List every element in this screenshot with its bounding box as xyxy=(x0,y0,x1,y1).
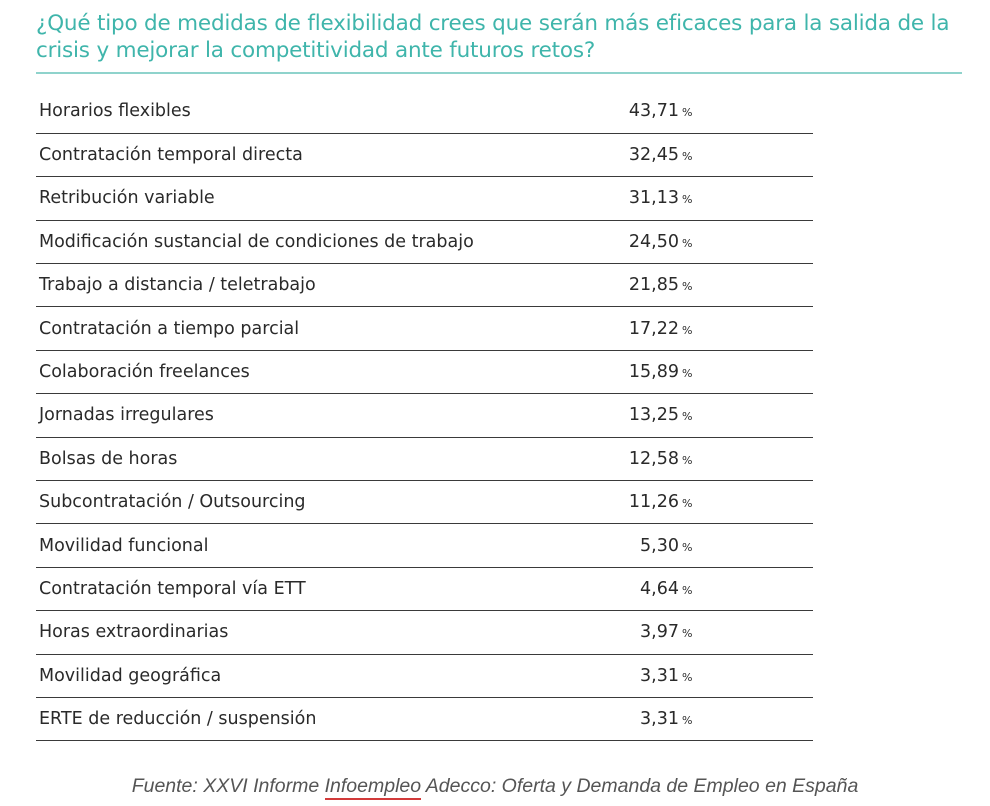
measure-value-cell: 13,25% xyxy=(613,393,813,438)
table-row: Retribución variable 31,13% xyxy=(36,176,813,221)
measure-label: ERTE de reducción / suspensión xyxy=(36,697,613,742)
measure-value-cell: 24,50% xyxy=(613,220,813,265)
measure-value-cell: 4,64% xyxy=(613,567,813,612)
measure-value: 13,25 xyxy=(628,405,679,426)
percent-unit: % xyxy=(682,106,693,120)
measure-label: Movilidad geográfica xyxy=(36,654,613,698)
percent-unit: % xyxy=(682,150,693,164)
measure-value: 5,30 xyxy=(640,535,679,556)
measure-value: 12,58 xyxy=(628,448,679,469)
measure-label: Contratación a tiempo parcial xyxy=(36,306,613,351)
measure-value-cell: 15,89% xyxy=(613,350,813,395)
table-row: Horarios flexibles 43,71% xyxy=(36,90,813,134)
percent-unit: % xyxy=(682,670,693,684)
measure-value: 15,89 xyxy=(628,362,679,383)
measure-value: 31,13 xyxy=(628,188,679,209)
measure-value-cell: 12,58% xyxy=(613,437,813,482)
table-row: Modificación sustancial de condiciones d… xyxy=(36,220,813,265)
table-row: Horas extraordinarias 3,97% xyxy=(36,610,813,655)
percent-unit: % xyxy=(682,236,693,250)
source-caption: Fuente: XXVI Informe Infoempleo Adecco: … xyxy=(0,775,990,800)
measure-value-cell: 43,71% xyxy=(613,90,813,134)
percent-unit: % xyxy=(682,410,693,424)
measure-label: Horarios flexibles xyxy=(36,90,613,134)
measure-label: Modificación sustancial de condiciones d… xyxy=(36,220,613,265)
measure-value: 43,71 xyxy=(628,101,679,122)
table-row: ERTE de reducción / suspensión 3,31% xyxy=(36,697,813,742)
page-title: ¿Qué tipo de medidas de flexibilidad cre… xyxy=(36,11,950,63)
measure-value: 3,31 xyxy=(640,709,679,730)
percent-unit: % xyxy=(682,323,693,337)
percent-unit: % xyxy=(682,193,693,207)
measure-label: Subcontratación / Outsourcing xyxy=(36,480,613,525)
title-divider xyxy=(36,72,962,74)
table-row: Contratación a tiempo parcial 17,22% xyxy=(36,306,813,351)
table-row: Contratación temporal vía ETT 4,64% xyxy=(36,567,813,612)
percent-unit: % xyxy=(682,497,693,511)
source-suffix: Adecco: Oferta y Demanda de Empleo en Es… xyxy=(421,775,859,797)
table-row: Movilidad geográfica 3,31% xyxy=(36,654,813,698)
results-table: Horarios flexibles 43,71% Contratación tem… xyxy=(36,90,813,742)
percent-unit: % xyxy=(682,540,693,554)
measure-value-cell: 31,13% xyxy=(613,176,813,221)
measure-value-cell: 3,31% xyxy=(613,654,813,698)
measure-value: 4,64 xyxy=(640,578,679,599)
source-prefix: Fuente: XXVI Informe xyxy=(131,775,325,797)
percent-unit: % xyxy=(682,453,693,467)
results-table-body: Horarios flexibles 43,71% Contratación tem… xyxy=(36,90,813,742)
table-row: Subcontratación / Outsourcing 11,26% xyxy=(36,480,813,525)
table-row: Trabajo a distancia / teletrabajo 21,85% xyxy=(36,263,813,308)
measure-value-cell: 3,31% xyxy=(613,697,813,742)
measure-value-cell: 17,22% xyxy=(613,306,813,351)
source-link-infoempleo[interactable]: Infoempleo xyxy=(324,775,422,800)
measure-value: 11,26 xyxy=(628,492,679,513)
measure-label: Bolsas de horas xyxy=(36,437,613,482)
measure-label: Contratación temporal directa xyxy=(36,133,613,178)
measure-label: Retribución variable xyxy=(36,176,613,221)
table-row: Colaboración freelances 15,89% xyxy=(36,350,813,395)
measure-label: Movilidad funcional xyxy=(36,523,613,568)
table-row: Contratación temporal directa 32,45% xyxy=(36,133,813,178)
measure-value: 21,85 xyxy=(628,275,679,296)
percent-unit: % xyxy=(682,714,693,728)
measure-value: 17,22 xyxy=(628,318,679,339)
measure-value: 24,50 xyxy=(628,231,679,252)
table-row: Bolsas de horas 12,58% xyxy=(36,437,813,482)
measure-label: Colaboración freelances xyxy=(36,350,613,395)
measure-value: 3,97 xyxy=(640,622,679,643)
percent-unit: % xyxy=(682,367,693,381)
table-row: Jornadas irregulares 13,25% xyxy=(36,393,813,438)
measure-label: Jornadas irregulares xyxy=(36,393,613,438)
percent-unit: % xyxy=(682,583,693,597)
measure-value-cell: 21,85% xyxy=(613,263,813,308)
measure-value-cell: 5,30% xyxy=(613,523,813,568)
measure-value-cell: 3,97% xyxy=(613,610,813,655)
measure-value-cell: 11,26% xyxy=(613,480,813,525)
measure-value: 3,31 xyxy=(640,665,679,686)
measure-value: 32,45 xyxy=(628,145,679,166)
measure-label: Trabajo a distancia / teletrabajo xyxy=(36,263,613,308)
measure-label: Horas extraordinarias xyxy=(36,610,613,655)
measure-value-cell: 32,45% xyxy=(613,133,813,178)
percent-unit: % xyxy=(682,280,693,294)
percent-unit: % xyxy=(682,627,693,641)
measure-label: Contratación temporal vía ETT xyxy=(36,567,613,612)
table-row: Movilidad funcional 5,30% xyxy=(36,523,813,568)
